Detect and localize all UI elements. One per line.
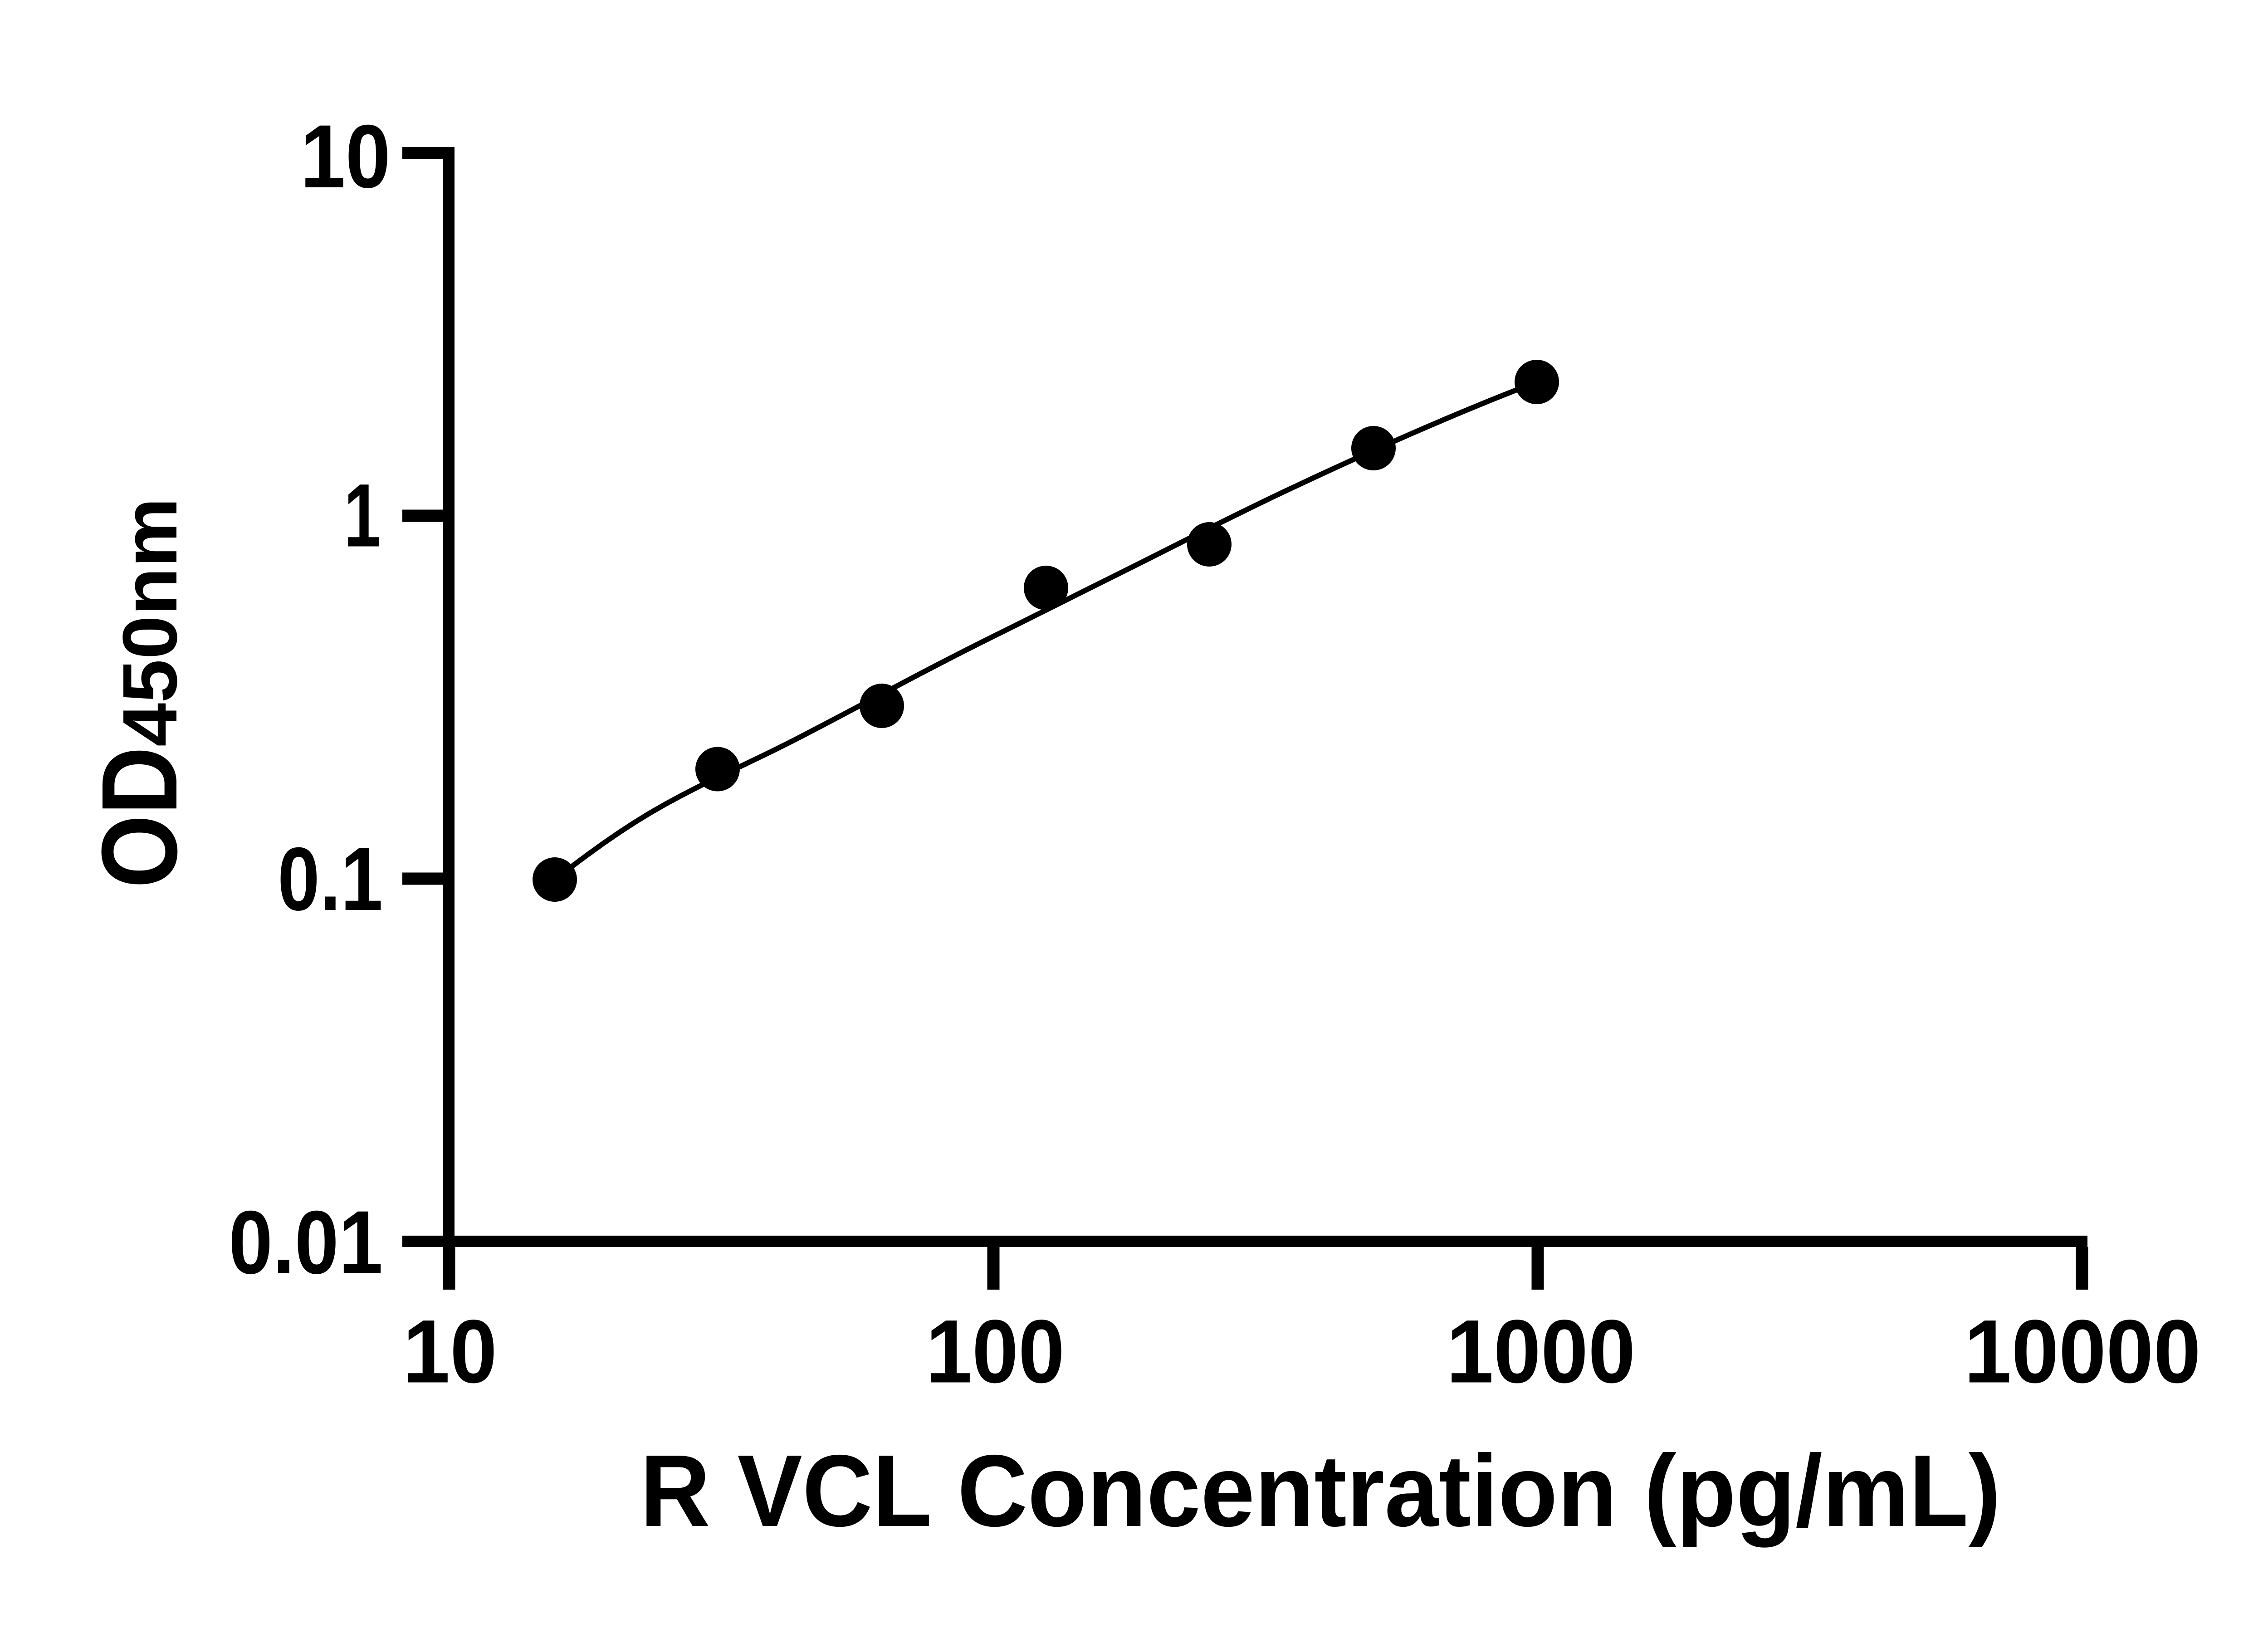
svg-text:450nm: 450nm: [107, 498, 193, 747]
svg-text:R VCL Concentration (pg/mL): R VCL Concentration (pg/mL): [640, 1433, 2001, 1548]
svg-text:0.1: 0.1: [278, 829, 383, 929]
svg-text:0.01: 0.01: [229, 1192, 383, 1292]
svg-text:10: 10: [403, 1301, 497, 1402]
svg-text:OD: OD: [79, 747, 200, 888]
svg-text:1: 1: [344, 465, 381, 566]
svg-text:100: 100: [926, 1301, 1065, 1402]
svg-text:10000: 10000: [1964, 1301, 2201, 1402]
svg-text:1000: 1000: [1447, 1301, 1636, 1402]
svg-text:10: 10: [300, 106, 391, 206]
